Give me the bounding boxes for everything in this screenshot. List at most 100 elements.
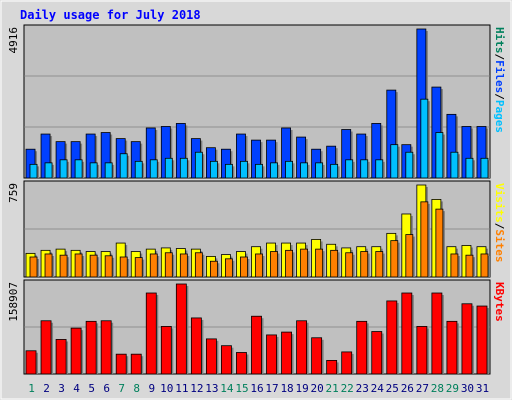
bar-sites — [390, 240, 400, 278]
bar-pages-fill — [194, 151, 203, 179]
bar-kbytes-fill — [55, 339, 67, 375]
bar-kbytes-fill — [251, 315, 262, 375]
bar-sites — [375, 251, 385, 278]
bar-pages-fill — [119, 153, 128, 179]
bar-pages — [420, 98, 430, 179]
x-tick-label: 31 — [476, 382, 489, 395]
legend-pages: Pages — [493, 100, 506, 133]
bar-kbytes-fill — [296, 320, 308, 375]
bar-sites — [465, 254, 475, 278]
bar-pages — [149, 159, 160, 179]
bar-sites-fill — [149, 253, 158, 278]
x-tick-label: 10 — [160, 382, 173, 395]
x-tick-label: 23 — [356, 382, 369, 395]
bar-pages — [390, 144, 400, 179]
legend: Hits/Files/Pages — [493, 27, 506, 133]
bar-kbytes — [115, 353, 129, 375]
bar-sites — [104, 255, 115, 278]
x-tick-label: 29 — [446, 382, 459, 395]
bar-sites — [164, 252, 175, 278]
bar-pages — [225, 163, 235, 179]
bar-pages-fill — [74, 159, 83, 179]
bar-kbytes — [416, 326, 429, 375]
bar-pages — [134, 160, 145, 179]
bar-pages-fill — [225, 163, 233, 179]
bar-sites-fill — [89, 254, 98, 278]
bar-sites — [119, 256, 130, 278]
bar-pages — [285, 160, 295, 179]
bar-sites — [420, 201, 430, 278]
bar-kbytes-fill — [386, 300, 398, 375]
bar-pages — [300, 162, 310, 179]
bar-pages-fill — [104, 162, 113, 179]
x-tick-label: 6 — [103, 382, 110, 395]
bar-sites-fill — [465, 254, 474, 278]
bar-pages — [315, 162, 325, 179]
bar-kbytes — [40, 320, 54, 375]
bar-sites — [134, 257, 145, 278]
bar-sites — [285, 249, 295, 278]
x-tick-label: 11 — [175, 382, 188, 395]
bar-pages — [119, 153, 130, 179]
bar-sites — [480, 253, 490, 278]
x-tick-label: 17 — [265, 382, 278, 395]
bar-kbytes-fill — [431, 292, 443, 375]
bar-pages-fill — [315, 162, 324, 179]
legend: KBytes — [493, 282, 506, 322]
bar-pages-fill — [375, 159, 384, 179]
bar-pages-fill — [420, 98, 429, 179]
bar-kbytes — [386, 300, 399, 375]
bar-pages-fill — [390, 144, 399, 179]
bar-sites — [315, 248, 325, 278]
x-tick-label: 16 — [250, 382, 263, 395]
x-tick-label: 28 — [431, 382, 444, 395]
bar-pages-fill — [149, 159, 158, 179]
panel-2: 759 Visits/Sites — [7, 180, 506, 278]
legend-separator: / — [493, 223, 506, 230]
bar-sites-fill — [194, 252, 203, 278]
bar-kbytes — [311, 337, 324, 375]
bar-sites-fill — [315, 248, 324, 278]
bar-pages — [405, 151, 415, 179]
bar-kbytes-fill — [326, 360, 338, 375]
legend-kbytes: KBytes — [493, 282, 506, 322]
bar-sites-fill — [480, 253, 489, 278]
x-tick-label: 21 — [326, 382, 339, 395]
bar-kbytes — [55, 339, 69, 375]
y-max-label: 158907 — [7, 282, 20, 322]
y-max-label: 4916 — [7, 27, 20, 54]
legend-files: Files — [493, 60, 506, 93]
bar-kbytes — [85, 320, 99, 375]
bar-pages-fill — [255, 163, 263, 179]
bar-pages-fill — [179, 157, 188, 179]
x-tick-label: 7 — [118, 382, 125, 395]
bar-pages-fill — [29, 163, 38, 179]
bar-pages-fill — [240, 160, 248, 179]
bar-kbytes-fill — [266, 334, 277, 375]
legend-hits: Hits — [493, 27, 506, 54]
bar-kbytes-fill — [85, 320, 97, 375]
bar-sites-fill — [285, 249, 293, 278]
bar-sites-fill — [360, 251, 369, 278]
x-tick-label: 5 — [88, 382, 95, 395]
bar-pages-fill — [360, 159, 369, 179]
bar-sites — [270, 251, 280, 278]
bar-kbytes — [100, 320, 114, 375]
legend-sites: Sites — [493, 229, 506, 262]
x-tick-label: 3 — [58, 382, 65, 395]
bar-sites-fill — [119, 256, 128, 278]
legend-separator: / — [493, 54, 506, 61]
bar-kbytes-fill — [236, 352, 247, 375]
bar-pages — [270, 162, 280, 179]
x-tick-label: 13 — [205, 382, 218, 395]
bar-sites-fill — [209, 260, 218, 278]
bar-kbytes-fill — [100, 320, 112, 375]
panel-1: 4916 Hits/Files/Pages — [7, 24, 506, 179]
bar-pages-fill — [285, 160, 293, 179]
bar-sites-fill — [300, 248, 309, 278]
bar-pages — [209, 160, 220, 179]
bar-sites — [240, 256, 250, 278]
bar-sites-fill — [74, 253, 83, 278]
